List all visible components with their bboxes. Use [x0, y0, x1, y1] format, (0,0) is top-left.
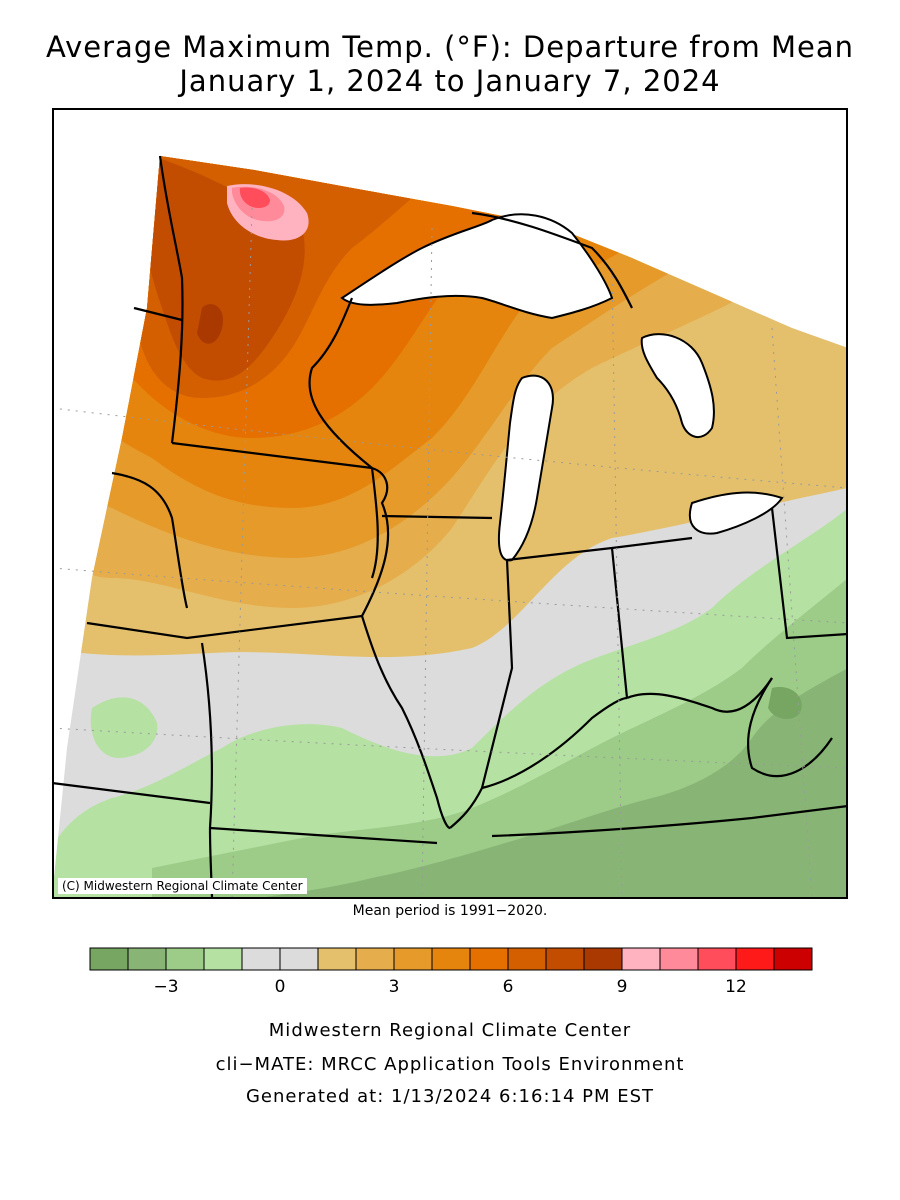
legend-swatch [89, 947, 129, 971]
legend-tick-label: 12 [725, 977, 747, 997]
border-mn-nd [158, 155, 184, 444]
border-il-mo [360, 615, 451, 830]
departure-map [52, 108, 848, 899]
legend-tick-label: −3 [153, 977, 178, 997]
region-green-dark [252, 668, 848, 899]
legend-swatch [165, 947, 205, 971]
region-green-w [90, 697, 158, 758]
legend-swatch [621, 947, 661, 971]
legend-swatch [659, 947, 699, 971]
border-ks-ok [52, 781, 211, 805]
legend-swatch [735, 947, 775, 971]
legend-swatch [773, 947, 813, 971]
footer-tool: cli−MATE: MRCC Application Tools Environ… [215, 1054, 685, 1075]
lake-huron [640, 333, 715, 438]
map-title: Average Maximum Temp. (°F): Departure fr… [45, 30, 855, 64]
footer-generated: Generated at: 1/13/2024 6:16:14 PM EST [245, 1086, 655, 1107]
border-ia-wi [370, 467, 379, 579]
border-mn-ia [171, 441, 373, 470]
region-deep-brown [197, 304, 223, 344]
legend-tick-label: 0 [275, 977, 286, 997]
legend-swatch [431, 947, 471, 971]
border-in-oh [610, 547, 629, 699]
legend-swatch [469, 947, 509, 971]
border-ia-mo [86, 614, 363, 640]
border-wv [747, 677, 833, 778]
legend-swatch [241, 947, 281, 971]
legend-swatch [203, 947, 243, 971]
border-mn-wi [308, 297, 373, 469]
legend-swatch [279, 947, 319, 971]
region-green-darkest [768, 687, 802, 720]
lake-erie [689, 491, 784, 535]
border-pa-oh [770, 507, 848, 640]
legend-swatch [545, 947, 585, 971]
border-mi-up [471, 211, 633, 309]
copyright-label: (C) Midwestern Regional Climate Center [58, 878, 307, 894]
map-panel [52, 108, 848, 899]
mean-period-note: Mean period is 1991−2020. [352, 903, 548, 919]
legend-tick-label: 3 [389, 977, 400, 997]
border-il-in [449, 559, 514, 829]
border-ia-il [361, 466, 390, 617]
legend-swatch [355, 947, 395, 971]
great-lakes [340, 213, 784, 562]
border-oh-ky [626, 677, 773, 713]
border-mi-in [506, 536, 693, 562]
border-ky-tn [491, 804, 848, 838]
legend-swatch [317, 947, 357, 971]
graticule [52, 207, 848, 899]
map-date-range: January 1, 2024 to January 7, 2024 [179, 64, 721, 98]
legend-tick-label: 9 [617, 977, 628, 997]
legend-tick-label: 6 [503, 977, 514, 997]
legend-swatch [697, 947, 737, 971]
legend-swatch [507, 947, 547, 971]
legend-swatch [393, 947, 433, 971]
border-nd-sd [133, 306, 183, 322]
border-sd-ia [111, 471, 189, 609]
map-frame [52, 108, 848, 899]
legend-swatch [127, 947, 167, 971]
border-mo-ar [209, 826, 438, 845]
border-wi-il [381, 514, 493, 520]
legend-swatch [583, 947, 623, 971]
footer-organization: Midwestern Regional Climate Center [268, 1020, 632, 1041]
lake-superior [340, 213, 614, 320]
region-red [239, 187, 270, 208]
color-legend: −3 0 3 6 9 12 [89, 947, 813, 997]
